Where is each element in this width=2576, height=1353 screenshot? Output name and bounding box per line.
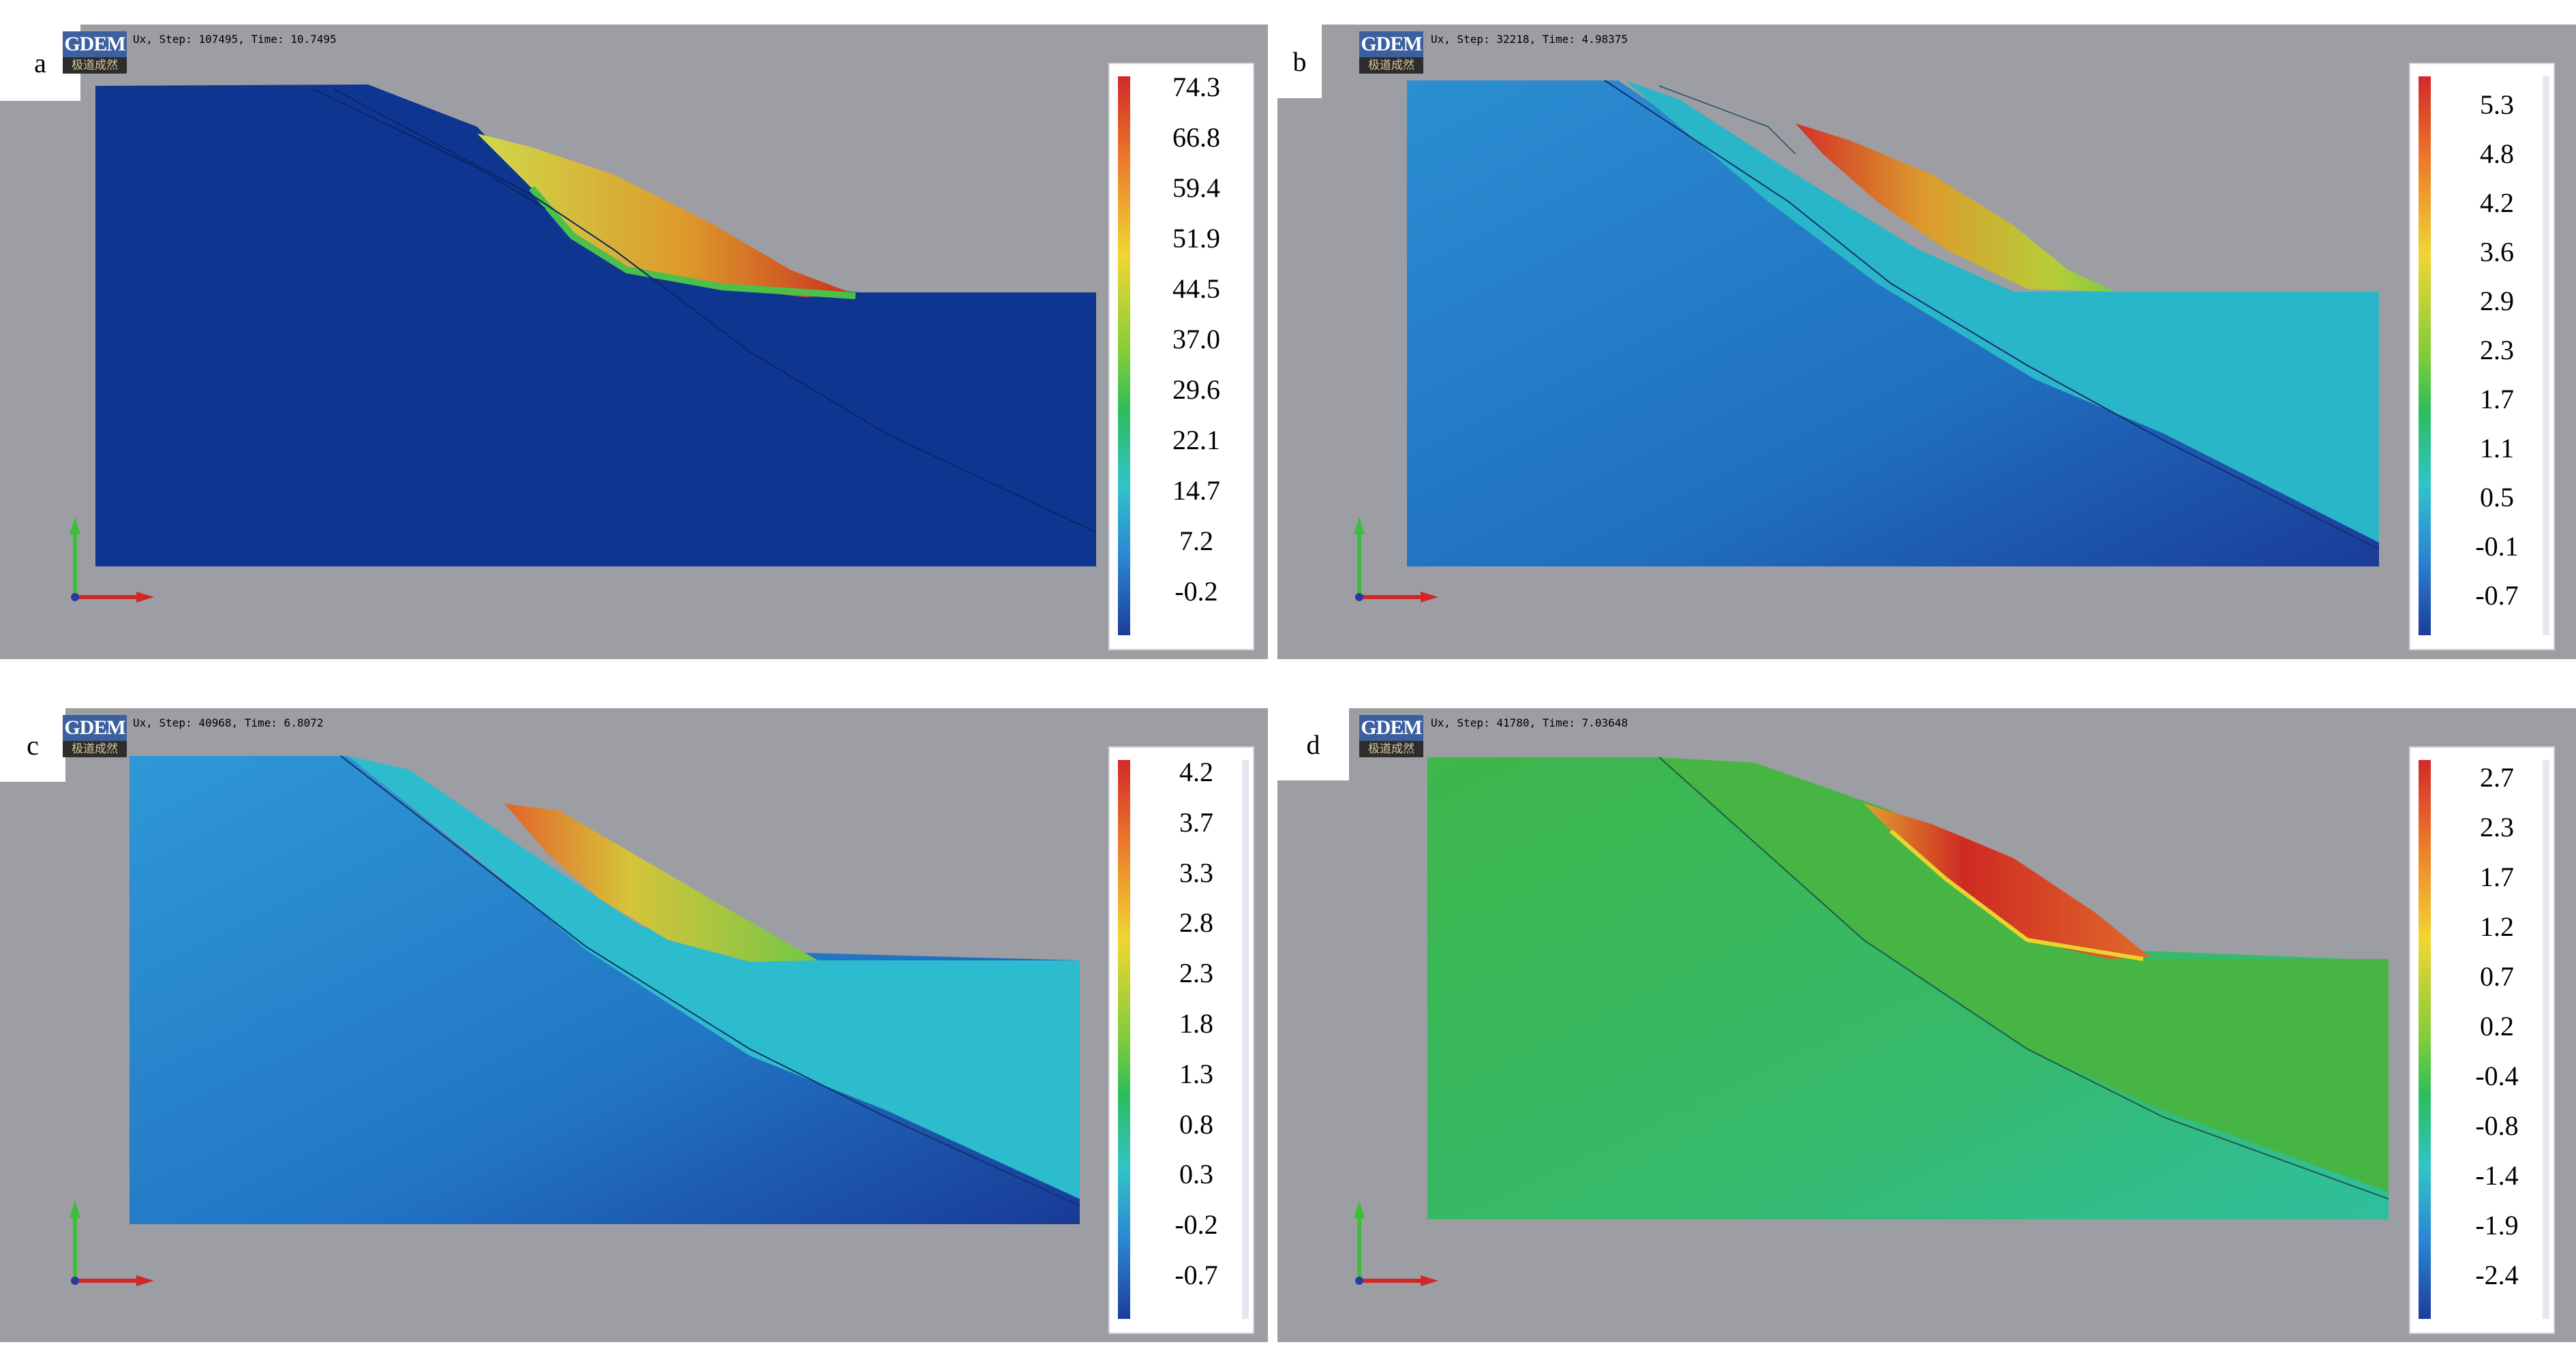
slip-surface (529, 185, 856, 299)
color-legend: 5.3 4.8 4.2 3.6 2.9 2.3 1.7 1.1 0.5 -0.1… (2409, 63, 2555, 650)
legend-tick: 37.0 (1172, 324, 1220, 354)
color-legend: 2.7 2.3 1.7 1.2 0.7 0.2 -0.4 -0.8 -1.4 -… (2409, 746, 2555, 1334)
legend-ticks: 4.2 3.7 3.3 2.8 2.3 1.8 1.3 0.8 0.3 -0.2… (1140, 759, 1253, 1289)
color-scale-bar (1118, 760, 1130, 1319)
legend-tick: 2.3 (2480, 335, 2514, 365)
axis-triad-icon (70, 517, 154, 603)
slope-body (95, 85, 1096, 566)
sliding-mass (1864, 804, 2150, 959)
step-header: Ux, Step: 32218, Time: 4.98375 (1431, 33, 1628, 46)
gdem-logo: GDEM 极道成然 (1359, 31, 1423, 74)
legend-tick: 44.5 (1172, 273, 1220, 304)
slope-body (1427, 757, 2389, 1219)
legend-tick: -0.4 (2475, 1061, 2519, 1091)
displacement-field-a (95, 85, 1097, 566)
step-header: Ux, Step: 40968, Time: 6.8072 (133, 716, 324, 729)
legend-tick: 2.9 (2480, 286, 2514, 316)
legend-tick: -1.4 (2475, 1160, 2519, 1191)
color-legend: 74.3 66.8 59.4 51.9 44.5 37.0 29.6 22.1 … (1108, 63, 1254, 650)
legend-tick: -2.4 (2475, 1260, 2519, 1290)
legend-tick: 3.6 (2480, 237, 2514, 267)
color-scale-bar (2419, 760, 2431, 1319)
legend-tick: 1.7 (2480, 862, 2514, 892)
panel-label: b (1277, 25, 1322, 98)
gdem-logo: GDEM 极道成然 (1359, 715, 1423, 757)
legend-tick: 0.3 (1179, 1159, 1213, 1190)
panel-c: c GDEM 极道成然 Ux, Step: 40968, Time: 6.807… (0, 708, 1268, 1342)
legend-tick: 7.2 (1179, 526, 1213, 556)
legend-tick: 1.2 (2480, 911, 2514, 942)
legend-tick: 1.7 (2480, 384, 2514, 414)
legend-tick: 74.3 (1172, 72, 1220, 102)
panel-label: d (1277, 708, 1349, 780)
sliding-mass (1795, 123, 2116, 292)
legend-ticks: 5.3 4.8 4.2 3.6 2.9 2.3 1.7 1.1 0.5 -0.1… (2440, 91, 2554, 609)
legend-ticks: 2.7 2.3 1.7 1.2 0.7 0.2 -0.4 -0.8 -1.4 -… (2440, 764, 2554, 1289)
legend-tick: 29.6 (1172, 374, 1220, 405)
sliding-mass (504, 804, 818, 962)
color-legend: 4.2 3.7 3.3 2.8 2.3 1.8 1.3 0.8 0.3 -0.2… (1108, 746, 1254, 1334)
panel-d: d GDEM 极道成然 Ux, Step: 41780, Time: 7.036… (1277, 708, 2576, 1342)
legend-tick: 2.3 (1179, 958, 1213, 989)
panel-a: a GDEM 极道成然 Ux, Step: 107495, Time: 10.7… (0, 25, 1268, 659)
legend-tick: -0.7 (1175, 1260, 1218, 1290)
gdem-logo: GDEM 极道成然 (63, 31, 127, 74)
legend-tick: 2.8 (1179, 907, 1213, 939)
legend-tick: -0.2 (1175, 1209, 1218, 1241)
color-scale-bar (2419, 76, 2431, 635)
legend-tick: 4.8 (2480, 138, 2514, 169)
legend-tick: 59.4 (1172, 172, 1220, 203)
legend-tick: -0.2 (1175, 576, 1218, 607)
displacement-field-b (1407, 80, 2380, 566)
upper-layer (348, 756, 1080, 1199)
legend-tick: 22.1 (1172, 425, 1220, 455)
legend-tick: 1.3 (1179, 1058, 1213, 1089)
axis-triad-icon (1354, 517, 1438, 603)
legend-tick: 3.3 (1179, 857, 1213, 888)
legend-tick: 0.8 (1179, 1108, 1213, 1140)
legend-tick: 5.3 (2480, 89, 2514, 120)
legend-tick: -0.1 (2475, 531, 2519, 562)
gdem-logo: GDEM 极道成然 (63, 715, 127, 757)
legend-tick: -0.8 (2475, 1110, 2519, 1141)
sliding-mass (477, 134, 855, 297)
legend-tick: -1.9 (2475, 1210, 2519, 1241)
axis-triad-icon (1354, 1200, 1438, 1286)
axis-triad-icon (70, 1200, 154, 1286)
legend-tick: 4.2 (1179, 757, 1213, 787)
legend-tick: 0.7 (2480, 961, 2514, 992)
upper-layer (1659, 757, 2389, 1192)
legend-tick: 66.8 (1172, 122, 1220, 153)
panel-label: c (0, 708, 65, 782)
legend-tick: 0.5 (2480, 482, 2514, 513)
legend-tick: -0.7 (2475, 580, 2519, 611)
step-header: Ux, Step: 107495, Time: 10.7495 (133, 33, 337, 46)
legend-ticks: 74.3 66.8 59.4 51.9 44.5 37.0 29.6 22.1 … (1140, 74, 1253, 605)
slope-body (130, 756, 1080, 1224)
panel-b: b GDEM 极道成然 Ux, Step: 32218, Time: 4.983… (1277, 25, 2576, 659)
legend-tick: 1.1 (2480, 433, 2514, 463)
legend-tick: 14.7 (1172, 475, 1220, 506)
step-header: Ux, Step: 41780, Time: 7.03648 (1431, 716, 1628, 729)
legend-tick: 4.2 (2480, 187, 2514, 218)
legend-tick: 3.7 (1179, 806, 1213, 838)
color-scale-bar (1118, 76, 1130, 635)
displacement-field-d (1427, 757, 2389, 1219)
slope-body (1407, 80, 2379, 566)
legend-tick: 2.7 (2480, 762, 2514, 793)
legend-tick: 51.9 (1172, 223, 1220, 254)
legend-tick: 2.3 (2480, 812, 2514, 842)
legend-tick: 1.8 (1179, 1008, 1213, 1039)
displacement-field-c (130, 755, 1080, 1224)
upper-layer (1625, 80, 2379, 543)
legend-tick: 0.2 (2480, 1011, 2514, 1042)
